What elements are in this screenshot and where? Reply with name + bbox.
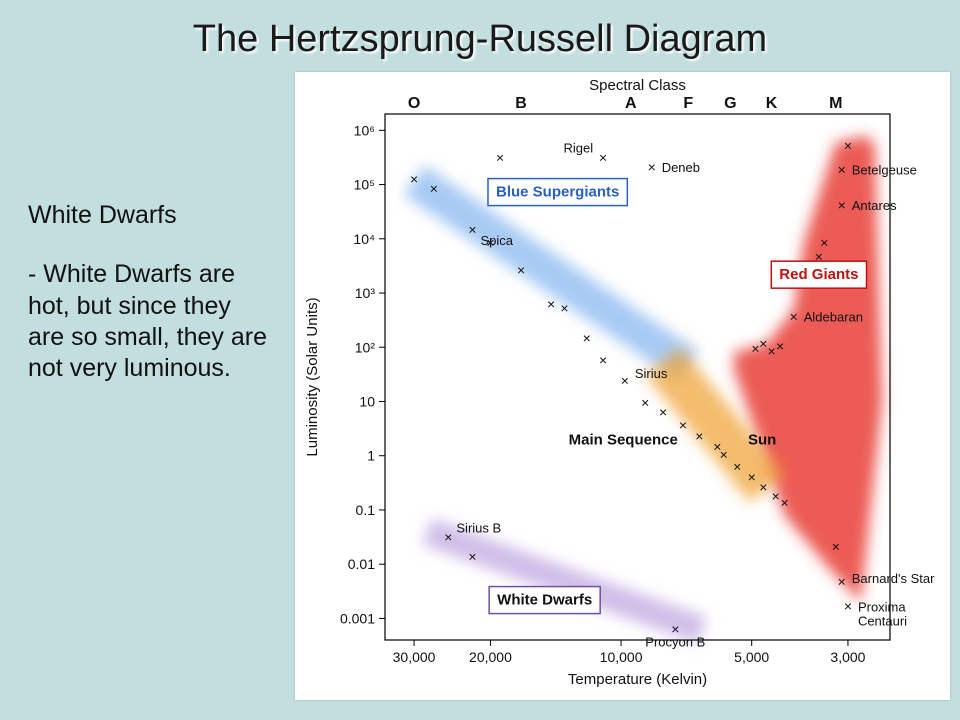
x-tick-label: 3,000 xyxy=(830,649,865,665)
data-point: × xyxy=(695,428,703,444)
data-point: × xyxy=(733,458,741,474)
star-label: Centauri xyxy=(858,613,907,628)
star-label: Sirius xyxy=(635,366,668,381)
data-point: × xyxy=(832,539,840,555)
star-label: Sirius B xyxy=(456,520,501,535)
y-tick-label: 10⁵ xyxy=(354,177,375,193)
region-label-text: Red Giants xyxy=(779,266,858,283)
y-tick-label: 10 xyxy=(359,393,375,409)
sidebar-heading: White Dwarfs xyxy=(28,200,268,231)
data-point: × xyxy=(748,469,756,485)
data-point: × xyxy=(621,373,629,389)
spectral-class-label: K xyxy=(766,95,778,112)
x-tick-label: 30,000 xyxy=(393,649,436,665)
data-point: × xyxy=(780,494,788,510)
data-point: × xyxy=(444,529,452,545)
extra-label: Main Sequence xyxy=(569,432,678,449)
y-tick-label: 1 xyxy=(367,448,375,464)
star-label: Betelgeuse xyxy=(852,163,917,178)
y-tick-label: 10³ xyxy=(355,285,376,301)
data-point: × xyxy=(583,330,591,346)
spectral-class-label: A xyxy=(625,95,637,112)
data-point: × xyxy=(517,262,525,278)
star-label: Rigel xyxy=(563,141,593,156)
data-point: × xyxy=(599,149,607,165)
spectral-class-label: O xyxy=(408,95,420,112)
data-point: × xyxy=(496,149,504,165)
data-point: × xyxy=(838,197,846,213)
spectral-class-label: G xyxy=(724,95,736,112)
star-label: Aldebaran xyxy=(804,310,863,325)
data-point: × xyxy=(560,300,568,316)
chart-top-title: Spectral Class xyxy=(589,77,686,94)
star-label: Spica xyxy=(480,233,513,248)
spectral-class-label: M xyxy=(829,95,842,112)
star-label: Barnard's Star xyxy=(852,571,935,586)
region-band xyxy=(422,518,707,643)
data-point: × xyxy=(659,404,667,420)
data-point: × xyxy=(759,479,767,495)
region-label-text: White Dwarfs xyxy=(497,592,592,609)
x-axis-label: Temperature (Kelvin) xyxy=(568,671,707,688)
y-tick-label: 0.01 xyxy=(348,556,375,572)
spectral-class-label: B xyxy=(515,95,527,112)
star-label: Procyon B xyxy=(645,634,705,649)
page-title: The Hertzsprung-Russell Diagram xyxy=(0,18,960,61)
spectral-class-label: F xyxy=(683,95,693,112)
data-point: × xyxy=(648,159,656,175)
data-point: × xyxy=(838,161,846,177)
data-point: × xyxy=(767,343,775,359)
data-point: × xyxy=(679,417,687,433)
data-point: × xyxy=(759,336,767,352)
x-tick-label: 10,000 xyxy=(600,649,643,665)
y-tick-label: 10⁶ xyxy=(354,122,375,138)
data-point: × xyxy=(599,352,607,368)
sidebar-text: White Dwarfs - White Dwarfs are hot, but… xyxy=(28,200,268,384)
data-point: × xyxy=(844,137,852,153)
data-point: × xyxy=(430,181,438,197)
hr-diagram-svg: 0.001 0.01 0.1 1 10 10² 10³ 10⁴ 10⁵ 10⁶ Luminosity… xyxy=(295,72,950,700)
data-point: × xyxy=(410,171,418,187)
hr-diagram-panel: 0.001 0.01 0.1 1 10 10² 10³ 10⁴ 10⁵ 10⁶ Luminosity… xyxy=(295,72,950,700)
data-point: × xyxy=(641,395,649,411)
data-point: × xyxy=(844,598,852,614)
star-label: Proxima xyxy=(858,599,906,614)
y-tick-label: 10² xyxy=(355,339,376,355)
y-tick-label: 0.001 xyxy=(340,610,375,626)
data-point: × xyxy=(772,488,780,504)
data-point: × xyxy=(547,296,555,312)
sidebar-body: - White Dwarfs are hot, but since they a… xyxy=(28,259,268,384)
data-point: × xyxy=(838,574,846,590)
data-point: × xyxy=(820,235,828,251)
star-label: Deneb xyxy=(662,160,700,175)
region-label-text: Blue Supergiants xyxy=(496,184,619,201)
data-point: × xyxy=(720,446,728,462)
x-tick-label: 5,000 xyxy=(734,649,769,665)
y-tick-label: 10⁴ xyxy=(353,231,375,247)
y-axis-label: Luminosity (Solar Units) xyxy=(304,297,321,456)
extra-label: Sun xyxy=(748,432,776,449)
x-tick-label: 20,000 xyxy=(469,649,512,665)
data-point: × xyxy=(790,308,798,324)
data-point: × xyxy=(468,222,476,238)
data-point: × xyxy=(468,549,476,565)
star-label: Antares xyxy=(852,198,897,213)
y-tick-label: 0.1 xyxy=(356,502,376,518)
data-point: × xyxy=(776,338,784,354)
